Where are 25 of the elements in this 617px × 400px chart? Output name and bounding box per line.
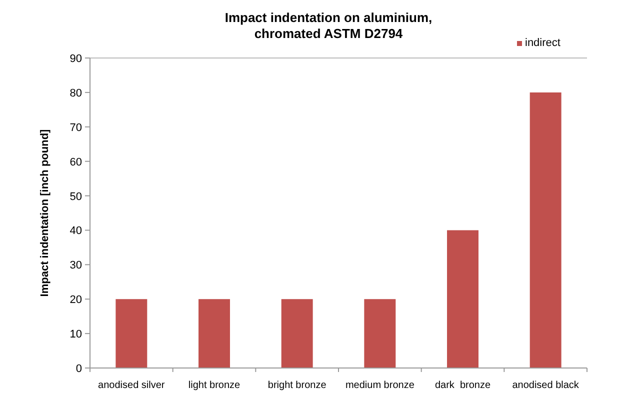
y-tick-label: 10: [70, 328, 82, 341]
legend-label: indirect: [525, 37, 560, 49]
y-tick-label: 90: [70, 53, 82, 65]
bar: [364, 299, 396, 368]
x-tick-label: light bronze: [188, 380, 241, 391]
x-tick-label: dark bronze: [434, 380, 491, 391]
x-tick-label: anodised black: [512, 380, 580, 391]
y-tick-label: 80: [70, 87, 82, 100]
y-tick-label: 20: [70, 294, 82, 306]
x-tick-label: bright bronze: [268, 380, 327, 391]
y-tick-label: 0: [76, 363, 82, 375]
x-tick-label: anodised silver: [98, 380, 166, 391]
bar: [447, 230, 478, 368]
y-axis-title: Impact indentation [inch pound]: [39, 128, 51, 297]
y-tick-label: 60: [70, 156, 82, 168]
x-tick-label: medium bronze: [345, 380, 415, 391]
bar: [198, 299, 230, 368]
bar: [530, 92, 562, 368]
y-tick-label: 40: [70, 225, 82, 238]
bar: [281, 299, 313, 368]
y-tick-label: 30: [70, 260, 82, 272]
y-tick-label: 50: [70, 190, 82, 203]
y-tick-label: 70: [70, 122, 82, 134]
chart-title: Impact indentation on aluminium, chromated ASTM D2794: [224, 10, 432, 41]
bar: [116, 299, 148, 368]
